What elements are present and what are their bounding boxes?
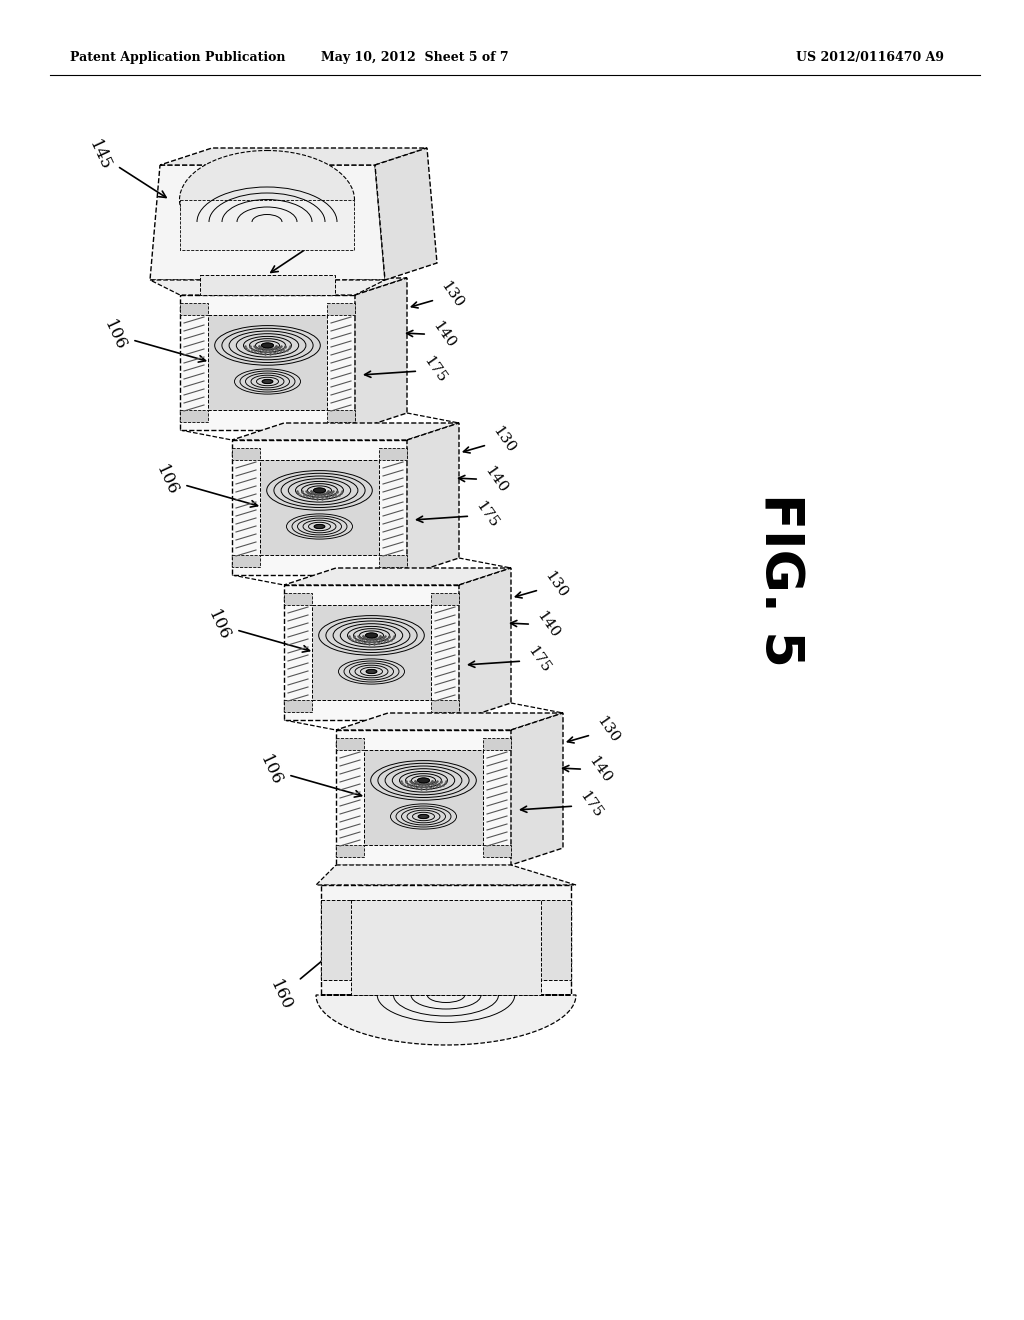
- Text: 140: 140: [459, 465, 510, 496]
- Polygon shape: [316, 995, 575, 1045]
- Text: 106: 106: [257, 752, 361, 797]
- Polygon shape: [321, 900, 356, 979]
- Ellipse shape: [366, 632, 378, 638]
- Ellipse shape: [418, 777, 429, 783]
- Text: 150: 150: [271, 216, 341, 272]
- Ellipse shape: [261, 343, 273, 348]
- Polygon shape: [327, 411, 355, 422]
- Polygon shape: [180, 279, 407, 294]
- Polygon shape: [160, 148, 427, 165]
- Polygon shape: [180, 201, 354, 249]
- Polygon shape: [232, 422, 459, 440]
- Polygon shape: [232, 447, 260, 459]
- Text: 140: 140: [407, 319, 458, 351]
- Text: 140: 140: [511, 609, 562, 642]
- Text: 130: 130: [515, 569, 570, 601]
- Ellipse shape: [313, 488, 326, 492]
- Polygon shape: [483, 845, 511, 857]
- Text: 175: 175: [469, 644, 553, 676]
- Ellipse shape: [419, 814, 428, 818]
- Polygon shape: [208, 315, 327, 411]
- Polygon shape: [180, 304, 208, 315]
- Polygon shape: [260, 459, 379, 554]
- Text: FIG. 5: FIG. 5: [754, 494, 806, 667]
- Polygon shape: [375, 148, 437, 280]
- Text: 106: 106: [153, 462, 257, 507]
- Text: 140: 140: [562, 754, 614, 785]
- Polygon shape: [327, 304, 355, 315]
- Ellipse shape: [367, 669, 377, 673]
- Text: 175: 175: [417, 499, 501, 531]
- Polygon shape: [336, 845, 364, 857]
- Polygon shape: [284, 593, 312, 605]
- Text: 130: 130: [567, 714, 623, 746]
- Polygon shape: [536, 900, 571, 979]
- Ellipse shape: [179, 150, 354, 249]
- Polygon shape: [180, 294, 355, 430]
- Polygon shape: [232, 440, 407, 576]
- Polygon shape: [321, 884, 571, 995]
- Polygon shape: [284, 568, 511, 585]
- Text: 145: 145: [86, 137, 166, 198]
- Polygon shape: [364, 750, 483, 845]
- Polygon shape: [284, 585, 459, 719]
- Ellipse shape: [262, 380, 272, 384]
- Polygon shape: [284, 700, 312, 711]
- Polygon shape: [379, 447, 407, 459]
- Text: 130: 130: [412, 279, 466, 312]
- Ellipse shape: [314, 524, 325, 528]
- Text: 106: 106: [205, 607, 309, 652]
- Polygon shape: [407, 422, 459, 576]
- Polygon shape: [351, 900, 541, 995]
- Polygon shape: [431, 593, 459, 605]
- Text: 175: 175: [520, 789, 605, 821]
- Polygon shape: [431, 700, 459, 711]
- Polygon shape: [200, 275, 335, 294]
- Polygon shape: [150, 165, 385, 280]
- Polygon shape: [336, 738, 364, 750]
- Polygon shape: [336, 713, 563, 730]
- Polygon shape: [180, 411, 208, 422]
- Polygon shape: [232, 554, 260, 568]
- Text: 106: 106: [100, 317, 206, 362]
- Polygon shape: [511, 713, 563, 865]
- Text: 160: 160: [266, 948, 338, 1012]
- Text: US 2012/0116470 A9: US 2012/0116470 A9: [796, 51, 944, 65]
- Polygon shape: [483, 738, 511, 750]
- Text: 175: 175: [365, 354, 450, 385]
- Text: Patent Application Publication: Patent Application Publication: [70, 51, 286, 65]
- Polygon shape: [312, 605, 431, 700]
- Polygon shape: [316, 865, 575, 884]
- Polygon shape: [379, 554, 407, 568]
- Polygon shape: [459, 568, 511, 719]
- Polygon shape: [150, 280, 385, 294]
- Text: 130: 130: [464, 424, 518, 455]
- Polygon shape: [355, 279, 407, 430]
- Polygon shape: [336, 730, 511, 865]
- Text: May 10, 2012  Sheet 5 of 7: May 10, 2012 Sheet 5 of 7: [322, 51, 509, 65]
